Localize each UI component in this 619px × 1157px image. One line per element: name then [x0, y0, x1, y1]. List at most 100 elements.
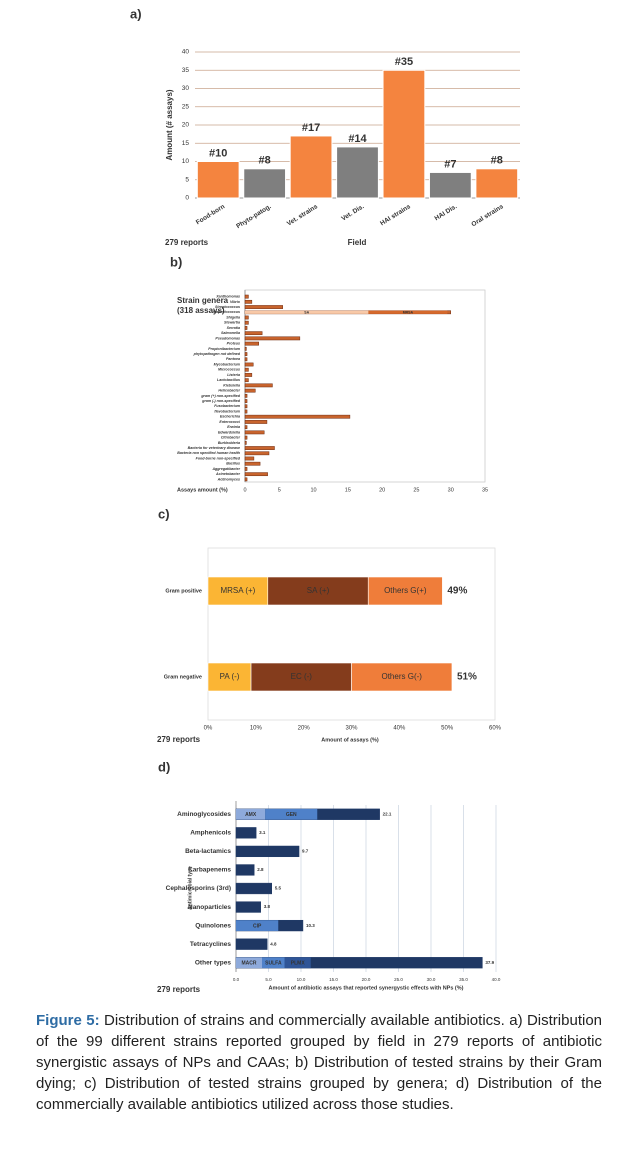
- panel-label: d): [158, 759, 170, 774]
- bar: [235, 882, 272, 895]
- x-tick-label: 10%: [250, 726, 263, 732]
- value-label: 5.5: [275, 886, 282, 891]
- x-tick-label: 20.0: [362, 977, 371, 982]
- segment-label: GEN: [286, 812, 297, 818]
- y-tick-label: Pantoea: [226, 357, 240, 361]
- bar: [244, 336, 301, 341]
- x-tick-label: 25.0: [394, 977, 403, 982]
- bar: [244, 414, 351, 419]
- value-label: #8: [491, 155, 503, 167]
- bar: [244, 472, 268, 477]
- x-tick-label: HAI strains: [379, 203, 412, 227]
- y-tick-label: Bacteria for veterinary disease: [188, 446, 240, 450]
- bar-segment: [245, 310, 369, 314]
- y-tick-label: 10: [182, 158, 190, 165]
- y-tick-label: 15: [182, 140, 190, 147]
- y-tick-label: Amphenicols: [190, 830, 231, 837]
- x-tick-label: 30: [448, 487, 454, 493]
- y-tick-label: 5: [185, 176, 189, 183]
- bar: [244, 425, 248, 430]
- y-tick-label: gram (-) non-specified: [201, 399, 241, 403]
- x-tick-label: 30%: [345, 726, 358, 732]
- bar-segment: [236, 808, 266, 820]
- y-tick-label: Salmonella: [221, 331, 240, 335]
- y-tick-label: Nanoparticles: [188, 904, 231, 911]
- bar: [244, 326, 248, 330]
- value-label: 22.1: [383, 811, 392, 816]
- segment-label: SA (+): [307, 586, 330, 595]
- x-tick-label: 25: [413, 487, 419, 493]
- chart-title: (318 assays): [177, 306, 225, 315]
- bar: [244, 346, 247, 351]
- panel-label: c): [158, 506, 170, 521]
- y-tick-label: Actinomyces: [217, 477, 240, 481]
- y-tick-label: Bacillus: [226, 462, 240, 466]
- bar: [244, 294, 249, 299]
- bar: [196, 161, 240, 199]
- bar-segment: [236, 957, 262, 969]
- y-tick-label: Erwinia: [227, 425, 240, 429]
- bar: [244, 305, 283, 309]
- y-tick-label: Escherichia: [220, 415, 240, 419]
- x-tick-label: 10: [311, 487, 317, 493]
- bar: [243, 168, 287, 199]
- x-axis-label: Assays amount (%): [177, 487, 228, 493]
- y-axis-label: Amount (# assays): [165, 89, 174, 160]
- bar: [244, 456, 255, 461]
- x-tick-label: 40.0: [492, 977, 501, 982]
- bar: [244, 383, 273, 388]
- x-axis-label: Amount of assays (%): [321, 737, 379, 743]
- segment-label: PLMX: [291, 961, 306, 967]
- value-label: 2.8: [257, 867, 264, 872]
- bar: [235, 864, 255, 876]
- y-tick-label: Burkholderia: [218, 441, 240, 445]
- segment-label: SA: [304, 311, 309, 315]
- value-label: #10: [209, 147, 227, 159]
- y-tick-label: Pseudomonas: [215, 336, 240, 340]
- segment-label: CIP: [253, 923, 262, 929]
- bar: [289, 135, 333, 199]
- bar: [244, 451, 270, 456]
- bar: [475, 168, 519, 199]
- plot-frame: [207, 547, 496, 721]
- x-tick-label: 35: [482, 487, 488, 493]
- bar-segment: [367, 576, 443, 606]
- caption-text: Distribution of strains and commercially…: [36, 1012, 603, 1113]
- x-tick-label: 0: [243, 487, 246, 493]
- x-tick-label: 60%: [489, 726, 502, 732]
- x-axis-label: Amount of antibiotic assays that reporte…: [269, 985, 464, 991]
- value-label: 3.1: [259, 830, 266, 835]
- bar: [382, 69, 426, 199]
- y-tick-label: Staphylococcus: [212, 310, 240, 314]
- y-tick-label: Other types: [195, 959, 232, 966]
- bar-segment: [236, 920, 279, 931]
- y-tick-label: 20: [182, 122, 190, 129]
- bar: [244, 320, 249, 325]
- value-label: 10.3: [306, 923, 315, 928]
- bar: [244, 299, 253, 304]
- panel-label: b): [170, 254, 182, 269]
- y-tick-label: Acinetobacter: [215, 472, 241, 476]
- total-label: 49%: [447, 586, 467, 597]
- bar: [244, 331, 263, 336]
- y-tick-label: Vibrio: [230, 300, 241, 304]
- bar: [428, 171, 472, 199]
- bar: [244, 440, 247, 445]
- bar-segment: [368, 310, 448, 314]
- y-tick-label: Gram positive: [165, 588, 202, 594]
- segment-label: MACR: [242, 961, 257, 967]
- y-tick-label: Edwardsiella: [218, 430, 240, 434]
- y-tick-label: Lactobacillus: [217, 378, 240, 382]
- y-tick-label: phytopathogen not defined: [193, 352, 241, 356]
- y-tick-label: Helicobacter: [218, 389, 240, 393]
- segment-label: MRSA (+): [220, 586, 255, 595]
- caption-label: Figure 5:: [36, 1012, 100, 1029]
- x-tick-label: 30.0: [427, 977, 436, 982]
- y-tick-label: Listeria: [227, 373, 240, 377]
- x-tick-label: Oral strains: [470, 203, 505, 228]
- bar: [244, 341, 259, 346]
- bar: [244, 373, 253, 377]
- bar: [336, 146, 379, 199]
- y-tick-label: Cephalosporins (3rd): [166, 885, 231, 892]
